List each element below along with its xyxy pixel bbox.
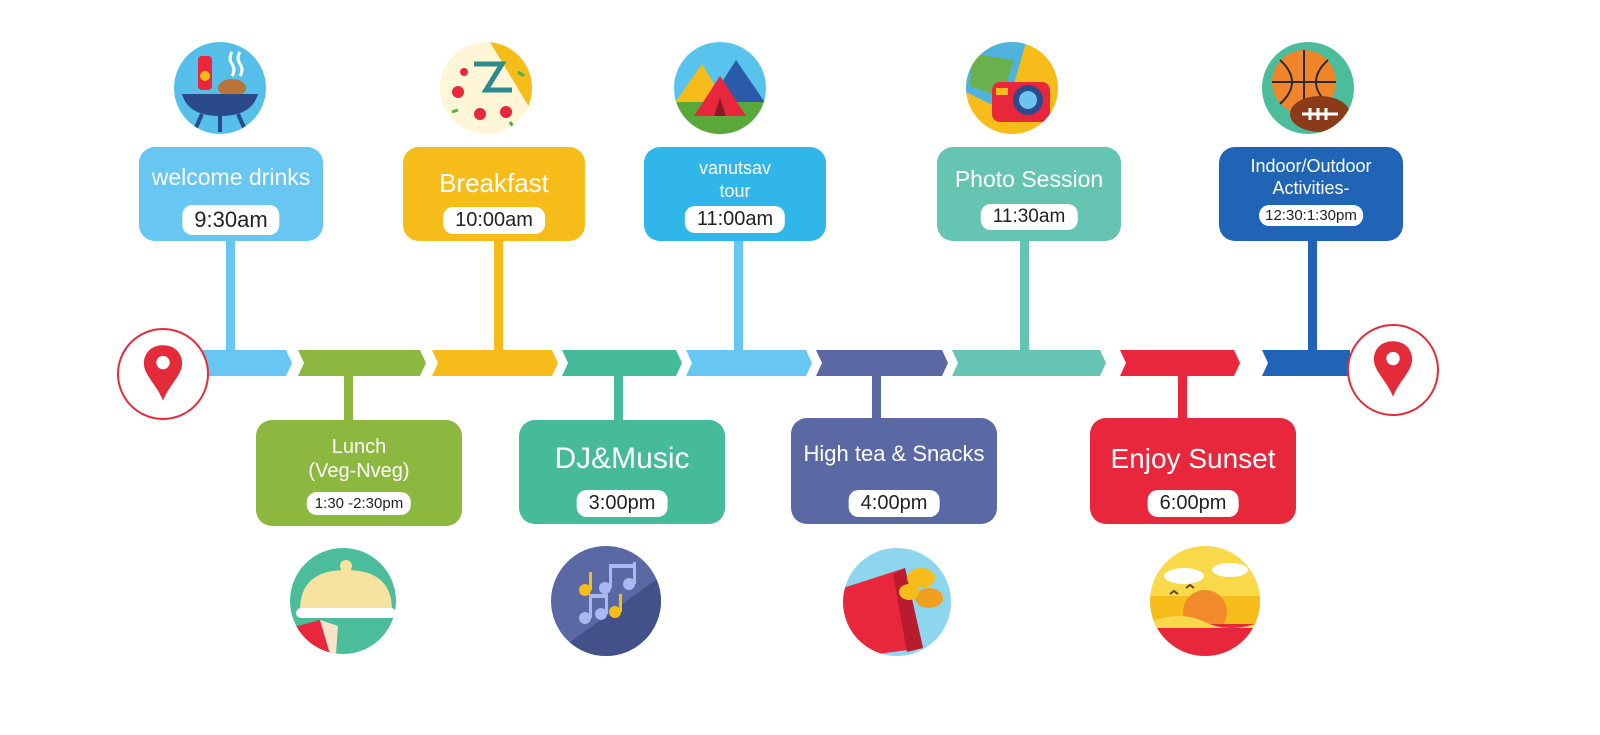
event-time: 11:30am xyxy=(980,204,1078,230)
timeline-segment-7 xyxy=(952,350,1106,376)
event-title: Enjoy Sunset xyxy=(1110,443,1276,474)
event-title-line1: vanutsav xyxy=(698,158,772,178)
event-time: 4:00pm xyxy=(848,490,940,517)
event-card-lunch: Lunch (Veg-Nveg) 1:30 -2:30pm xyxy=(256,420,462,526)
event-title-line2: (Veg-Nveg) xyxy=(308,460,410,482)
music-notes-icon xyxy=(551,546,661,656)
chips-snacks-icon xyxy=(843,548,951,656)
connector-stem xyxy=(734,238,743,352)
timeline-segment-8 xyxy=(1120,350,1240,376)
event-card-vanutsav-tour: vanutsav tour 11:00am xyxy=(644,147,826,241)
event-title-line2: tour xyxy=(719,181,751,201)
timeline-bar xyxy=(180,350,1350,376)
event-card-enjoy-sunset: Enjoy Sunset 6:00pm xyxy=(1090,418,1296,524)
event-title-line1: Lunch xyxy=(331,436,387,458)
event-time: 12:30:1:30pm xyxy=(1259,205,1363,226)
event-title: High tea & Snacks xyxy=(803,441,985,466)
start-location-pin xyxy=(117,328,209,420)
event-time: 3:00pm xyxy=(576,490,668,517)
connector-stem xyxy=(872,372,881,422)
connector-stem xyxy=(1308,238,1317,352)
location-pin-icon xyxy=(1373,341,1413,397)
event-card-welcome-drinks: welcome drinks 9:30am xyxy=(139,147,323,241)
event-time: 6:00pm xyxy=(1147,490,1239,517)
event-title: DJ&Music xyxy=(554,442,690,475)
event-title: Photo Session xyxy=(954,166,1104,192)
barbecue-grill-icon xyxy=(174,42,266,134)
timeline-segment-3 xyxy=(432,350,558,376)
connector-stem xyxy=(494,238,503,352)
event-card-breakfast: Breakfast 10:00am xyxy=(403,147,585,241)
connector-stem xyxy=(1178,372,1187,422)
timeline-segment-9 xyxy=(1262,350,1350,376)
connector-stem xyxy=(1020,238,1029,352)
sunset-icon xyxy=(1150,546,1260,656)
sports-balls-icon xyxy=(1262,42,1354,134)
timeline-segment-4 xyxy=(562,350,682,376)
event-title: welcome drinks xyxy=(151,164,311,190)
connector-stem xyxy=(226,238,235,352)
event-card-photo-session: Photo Session 11:30am xyxy=(937,147,1121,241)
timeline-segment-2 xyxy=(298,350,426,376)
event-time: 11:00am xyxy=(684,206,786,233)
connector-stem xyxy=(614,372,623,422)
event-card-indoor-outdoor: Indoor/Outdoor Activities- 12:30:1:30pm xyxy=(1219,147,1403,241)
camera-icon xyxy=(966,42,1058,134)
event-card-dj-music: DJ&Music 3:00pm xyxy=(519,420,725,524)
event-time: 10:00am xyxy=(443,207,545,234)
camping-tent-icon xyxy=(674,42,766,134)
timeline-segment-6 xyxy=(816,350,948,376)
event-title-line2: Activities- xyxy=(1272,178,1350,198)
event-card-high-tea: High tea & Snacks 4:00pm xyxy=(791,418,997,524)
pizza-icon xyxy=(440,42,532,134)
end-location-pin xyxy=(1347,324,1439,416)
timeline-segment-5 xyxy=(686,350,812,376)
event-time: 9:30am xyxy=(182,205,280,235)
event-title: Breakfast xyxy=(439,168,549,198)
event-time: 1:30 -2:30pm xyxy=(306,492,412,515)
event-title-line1: Indoor/Outdoor xyxy=(1250,156,1372,176)
connector-stem xyxy=(344,372,353,422)
food-cloche-icon xyxy=(290,548,396,654)
location-pin-icon xyxy=(143,345,183,401)
